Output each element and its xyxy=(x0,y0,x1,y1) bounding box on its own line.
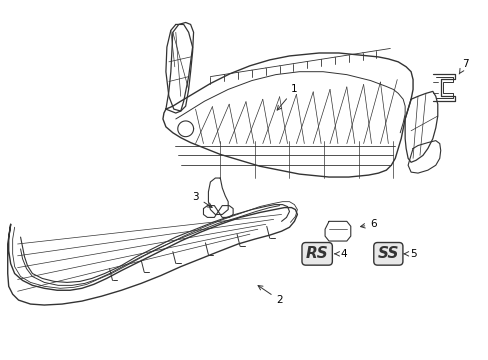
Text: 4: 4 xyxy=(334,249,346,259)
Text: RS: RS xyxy=(305,246,328,261)
Text: 1: 1 xyxy=(277,84,297,110)
Text: 6: 6 xyxy=(360,219,376,229)
Text: 2: 2 xyxy=(258,285,283,305)
Text: 7: 7 xyxy=(458,59,468,74)
Text: 3: 3 xyxy=(192,192,212,207)
Text: SS: SS xyxy=(377,246,398,261)
Text: 5: 5 xyxy=(403,249,415,259)
